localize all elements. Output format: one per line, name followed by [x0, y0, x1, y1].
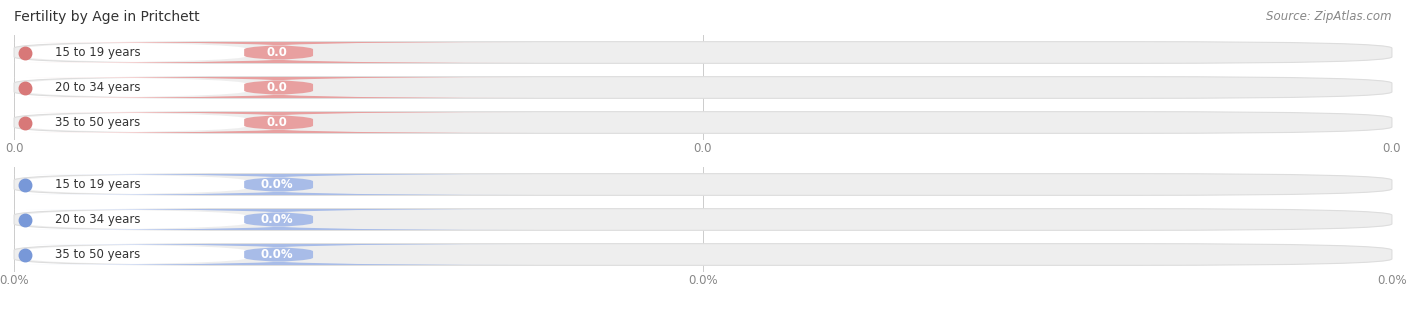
Text: Source: ZipAtlas.com: Source: ZipAtlas.com [1267, 10, 1392, 23]
FancyBboxPatch shape [0, 209, 311, 230]
Text: 0.0: 0.0 [4, 142, 24, 155]
Text: 0.0: 0.0 [267, 116, 288, 129]
FancyBboxPatch shape [14, 174, 1392, 195]
FancyBboxPatch shape [24, 112, 533, 133]
Text: 0.0%: 0.0% [1376, 274, 1406, 287]
FancyBboxPatch shape [24, 77, 533, 98]
FancyBboxPatch shape [14, 112, 1392, 133]
FancyBboxPatch shape [14, 244, 1392, 265]
Text: 35 to 50 years: 35 to 50 years [55, 116, 141, 129]
FancyBboxPatch shape [0, 112, 311, 133]
FancyBboxPatch shape [14, 77, 1392, 98]
Text: 0.0%: 0.0% [262, 178, 294, 191]
FancyBboxPatch shape [14, 209, 1392, 230]
Text: 35 to 50 years: 35 to 50 years [55, 248, 141, 261]
Text: Fertility by Age in Pritchett: Fertility by Age in Pritchett [14, 10, 200, 24]
Text: 0.0%: 0.0% [688, 274, 718, 287]
Text: 15 to 19 years: 15 to 19 years [55, 46, 141, 59]
FancyBboxPatch shape [24, 209, 533, 230]
Text: 20 to 34 years: 20 to 34 years [55, 213, 141, 226]
FancyBboxPatch shape [0, 174, 311, 195]
Text: 20 to 34 years: 20 to 34 years [55, 81, 141, 94]
FancyBboxPatch shape [24, 244, 533, 265]
Text: 15 to 19 years: 15 to 19 years [55, 178, 141, 191]
Text: 0.0%: 0.0% [262, 248, 294, 261]
Text: 0.0: 0.0 [267, 46, 288, 59]
FancyBboxPatch shape [0, 244, 311, 265]
Text: 0.0: 0.0 [693, 142, 713, 155]
FancyBboxPatch shape [14, 42, 1392, 63]
FancyBboxPatch shape [0, 77, 311, 98]
Text: 0.0: 0.0 [1382, 142, 1402, 155]
Text: 0.0: 0.0 [267, 81, 288, 94]
FancyBboxPatch shape [24, 42, 533, 63]
Text: 0.0%: 0.0% [262, 213, 294, 226]
FancyBboxPatch shape [24, 174, 533, 195]
Text: 0.0%: 0.0% [0, 274, 30, 287]
FancyBboxPatch shape [0, 42, 311, 63]
